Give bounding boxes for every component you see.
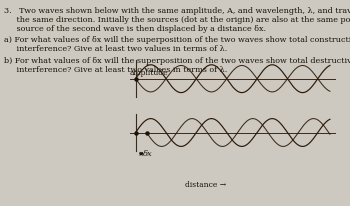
Text: δx: δx: [143, 149, 153, 157]
Text: b) For what values of δx will the superposition of the two waves show total dest: b) For what values of δx will the superp…: [4, 57, 350, 65]
Text: source of the second wave is then displaced by a distance δx.: source of the second wave is then displa…: [4, 25, 266, 33]
Text: interference? Give at least two values in terms of λ.: interference? Give at least two values i…: [4, 45, 227, 53]
Text: the same direction. Initially the sources (dot at the origin) are also at the sa: the same direction. Initially the source…: [4, 16, 350, 24]
Text: 3.   Two waves shown below with the same amplitude, A, and wavelength, λ, and tr: 3. Two waves shown below with the same a…: [4, 7, 350, 15]
Text: distance →: distance →: [185, 180, 226, 188]
Text: interference? Give at least two values in terms of λ.: interference? Give at least two values i…: [4, 66, 227, 74]
Text: a) For what values of δx will the superposition of the two waves show total cons: a) For what values of δx will the superp…: [4, 36, 350, 44]
Text: amplitude: amplitude: [130, 69, 169, 77]
